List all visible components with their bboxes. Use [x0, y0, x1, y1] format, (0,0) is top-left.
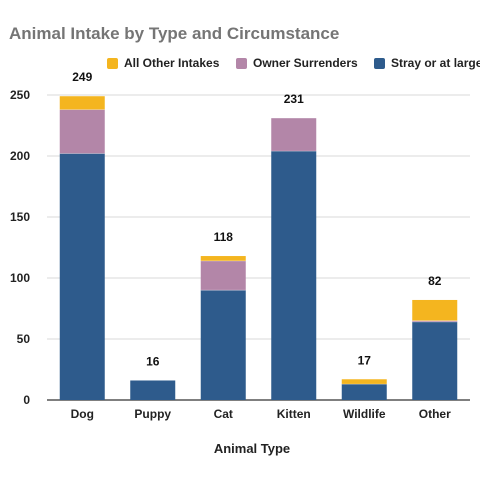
- x-tick-label-wildlife: Wildlife: [343, 407, 386, 421]
- bars: [59, 96, 458, 400]
- x-tick-label-dog: Dog: [71, 407, 94, 421]
- bar-segment-other-all-other-intakes: [412, 299, 458, 321]
- legend-label-owner-surrenders: Owner Surrenders: [253, 56, 358, 70]
- total-label-cat: 118: [214, 230, 234, 244]
- total-label-kitten: 231: [284, 92, 304, 106]
- y-tick-label: 0: [23, 393, 30, 407]
- legend-swatch-all-other-intakes: [107, 57, 118, 69]
- bar-segment-other-owner-surrenders: [412, 320, 458, 322]
- y-tick-label: 250: [10, 88, 30, 102]
- bar-segment-dog-stray-or-at-large: [59, 153, 105, 400]
- legend-swatch-stray-or-at-large: [374, 57, 385, 69]
- bar-segment-cat-stray-or-at-large: [200, 290, 246, 400]
- bar-segment-cat-all-other-intakes: [200, 256, 246, 261]
- bar-segment-kitten-stray-or-at-large: [271, 151, 317, 400]
- bar-segment-wildlife-stray-or-at-large: [341, 384, 387, 400]
- x-tick-label-cat: Cat: [214, 407, 233, 421]
- bar-segment-dog-owner-surrenders: [59, 109, 105, 154]
- labels: 0 50 100 150 200 250 Dog 249 Puppy 16 Cat 118 Kitten…: [10, 70, 451, 421]
- x-axis-title: Animal Type: [214, 441, 290, 456]
- y-tick-label: 200: [10, 149, 30, 163]
- y-tick-label: 50: [17, 332, 31, 346]
- legend: All Other Intakes Owner Surrenders Stray…: [0, 56, 480, 72]
- bar-segment-puppy-stray-or-at-large: [130, 380, 176, 400]
- total-label-wildlife: 17: [358, 353, 372, 367]
- legend-swatch-owner-surrenders: [236, 57, 247, 69]
- x-tick-label-other: Other: [419, 407, 451, 421]
- bar-segment-dog-all-other-intakes: [59, 96, 105, 110]
- legend-item-all-other-intakes: All Other Intakes: [107, 56, 219, 70]
- bar-segment-wildlife-all-other-intakes: [341, 379, 387, 385]
- legend-label-all-other-intakes: All Other Intakes: [124, 56, 220, 70]
- bar-segment-kitten-owner-surrenders: [271, 118, 317, 152]
- x-tick-label-kitten: Kitten: [277, 407, 311, 421]
- bar-segment-other-stray-or-at-large: [412, 321, 458, 400]
- legend-item-stray-or-at-large: Stray or at large: [374, 56, 480, 70]
- x-tick-label-puppy: Puppy: [134, 407, 171, 421]
- total-label-dog: 249: [72, 70, 92, 84]
- y-tick-label: 150: [10, 210, 30, 224]
- legend-label-stray-or-at-large: Stray or at large: [391, 56, 480, 70]
- total-label-other: 82: [428, 274, 442, 288]
- y-tick-label: 100: [10, 271, 30, 285]
- legend-item-owner-surrenders: Owner Surrenders: [236, 56, 358, 70]
- total-label-puppy: 16: [146, 354, 160, 368]
- chart-title: Animal Intake by Type and Circumstance: [9, 24, 340, 43]
- gridlines: [47, 94, 470, 401]
- bar-segment-cat-owner-surrenders: [200, 260, 246, 291]
